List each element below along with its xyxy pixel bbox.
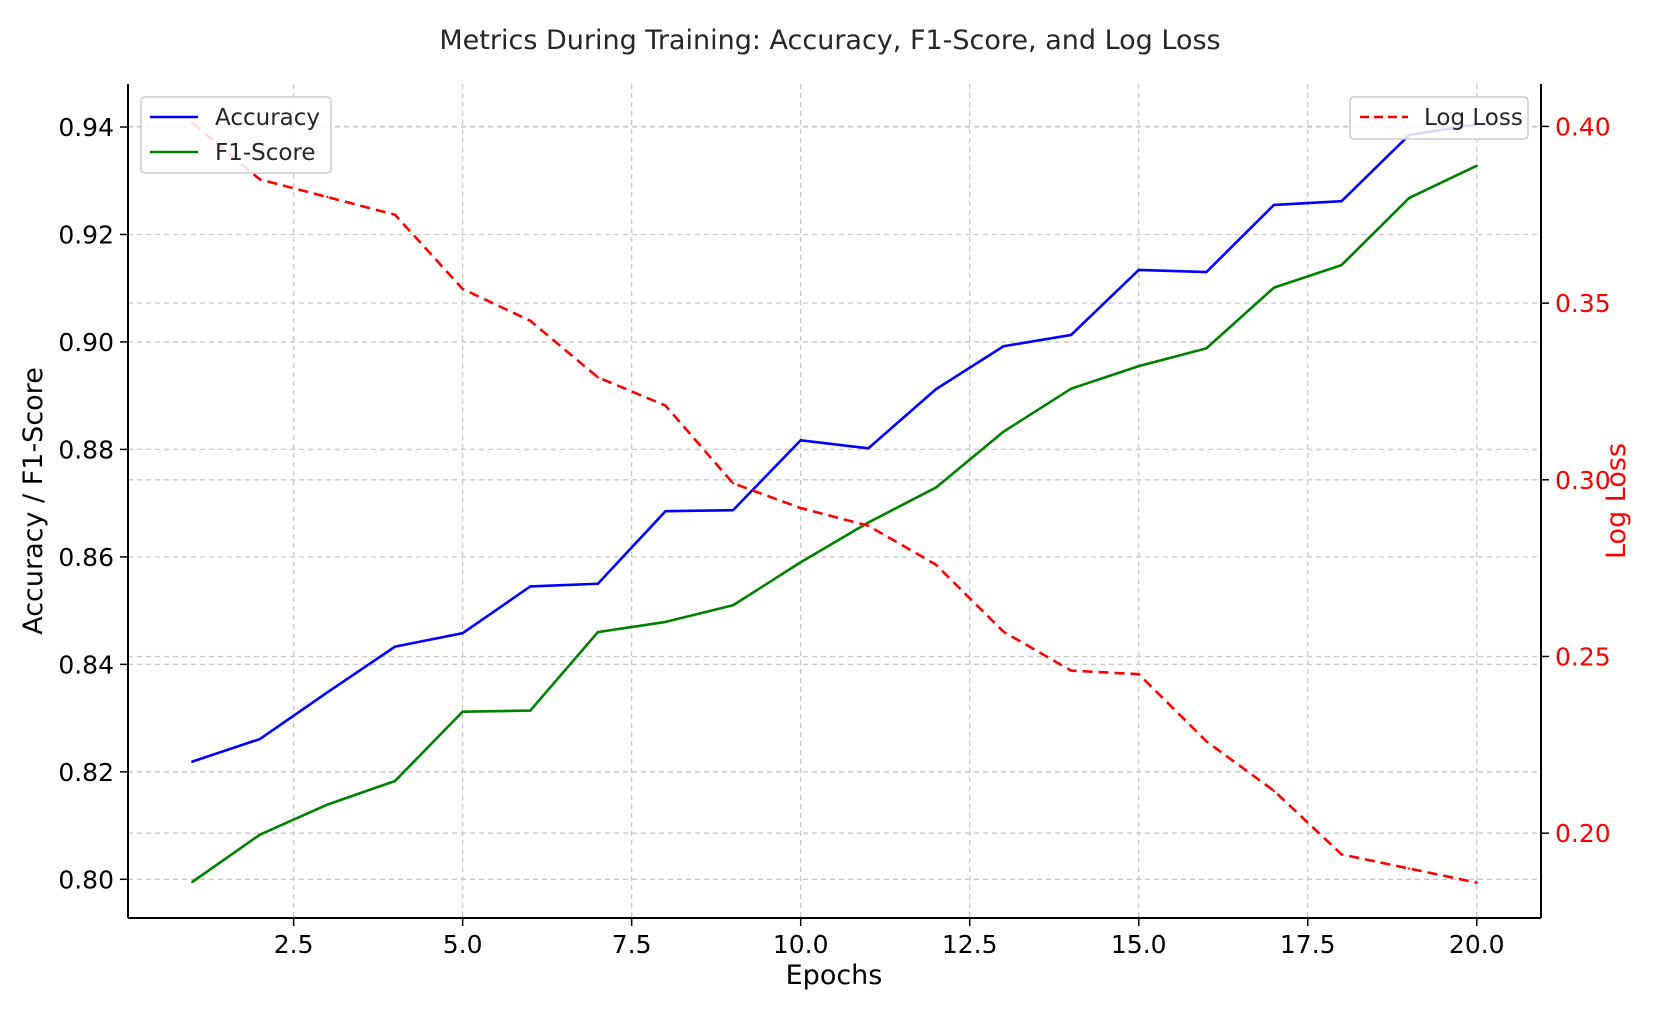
log-loss-point bbox=[596, 376, 600, 379]
accuracy-point bbox=[1137, 268, 1140, 272]
y-tick-label-left: 0.90 bbox=[58, 328, 114, 357]
y-ticks-right: 0.20 0.25 0.30 0.35 0.40 bbox=[1541, 112, 1611, 848]
f1-score-line bbox=[191, 164, 1478, 884]
f1-score-point bbox=[258, 833, 262, 836]
x-tick-label: 2.5 bbox=[274, 930, 314, 959]
legend-logloss-label: Log Loss bbox=[1424, 105, 1523, 131]
f1-score-point bbox=[191, 880, 194, 884]
f1-score-point bbox=[461, 710, 464, 713]
f1-score-point bbox=[934, 486, 938, 489]
accuracy-point bbox=[461, 631, 464, 635]
log-loss-point bbox=[799, 506, 802, 510]
f1-score-point bbox=[867, 521, 870, 524]
accuracy-point bbox=[731, 508, 735, 512]
y-tick-label-left: 0.94 bbox=[58, 113, 114, 142]
y-tick-label-left: 0.88 bbox=[58, 435, 114, 464]
y-tick-label-right: 0.40 bbox=[1555, 112, 1611, 141]
log-loss-point bbox=[731, 482, 735, 485]
y-tick-label-right: 0.35 bbox=[1555, 289, 1611, 318]
series-layer bbox=[191, 121, 1478, 884]
x-tick-label: 17.5 bbox=[1280, 930, 1336, 959]
legend-right: Log Loss bbox=[1349, 96, 1529, 140]
accuracy-point bbox=[1340, 199, 1343, 203]
y-tick-label-left: 0.80 bbox=[58, 865, 114, 894]
f1-score-point bbox=[1137, 364, 1140, 368]
log-loss-point bbox=[934, 563, 938, 566]
x-tick-label: 7.5 bbox=[612, 930, 652, 959]
accuracy-point bbox=[664, 510, 667, 513]
x-ticks: 2.5 5.0 7.5 10.0 12.5 15.0 17.5 20.0 bbox=[274, 918, 1505, 959]
accuracy-point bbox=[326, 691, 329, 694]
y-axis-label-right: Log Loss bbox=[1601, 443, 1632, 559]
y-ticks-left: 0.80 0.82 0.84 0.86 0.88 0.90 0.92 0.94 bbox=[58, 113, 128, 894]
accuracy-point bbox=[867, 447, 870, 450]
accuracy-point bbox=[934, 388, 938, 391]
f1-score-point bbox=[1069, 387, 1073, 390]
log-loss-point bbox=[529, 319, 532, 322]
accuracy-point bbox=[1069, 333, 1073, 337]
y-tick-label-left: 0.92 bbox=[58, 220, 114, 249]
log-loss-point bbox=[461, 287, 464, 291]
accuracy-point bbox=[1205, 270, 1208, 274]
log-loss-line bbox=[191, 121, 1478, 884]
accuracy-point bbox=[1272, 203, 1276, 207]
log-loss-point bbox=[1137, 672, 1140, 676]
log-loss-point bbox=[393, 213, 397, 216]
accuracy-point bbox=[1002, 345, 1005, 348]
axes-frame bbox=[127, 84, 1542, 919]
accuracy-point bbox=[258, 737, 262, 741]
log-loss-point bbox=[326, 195, 329, 199]
log-loss-point bbox=[664, 404, 667, 407]
f1-score-point bbox=[799, 561, 802, 564]
x-tick-label: 12.5 bbox=[942, 930, 998, 959]
f1-score-point bbox=[1407, 196, 1411, 200]
legend-left: Accuracy F1-Score bbox=[140, 96, 332, 174]
accuracy-line bbox=[191, 123, 1477, 763]
accuracy-point bbox=[191, 760, 194, 763]
legend-right-frame bbox=[1349, 96, 1529, 140]
f1-score-point bbox=[529, 709, 532, 712]
f1-score-point bbox=[1272, 286, 1276, 289]
legend-f1-label: F1-Score bbox=[215, 140, 316, 166]
log-loss-point bbox=[1069, 669, 1073, 672]
log-loss-point bbox=[1205, 740, 1208, 743]
x-axis-label: Epochs bbox=[786, 960, 883, 991]
f1-score-point bbox=[1205, 347, 1208, 350]
log-loss-point bbox=[867, 524, 870, 527]
log-loss-point bbox=[258, 178, 262, 181]
y-tick-label-left: 0.84 bbox=[58, 650, 114, 679]
f1-score-point bbox=[731, 604, 735, 607]
log-loss-point bbox=[1272, 789, 1276, 792]
chart-title: Metrics During Training: Accuracy, F1-Sc… bbox=[439, 25, 1220, 56]
f1-score-point bbox=[596, 630, 600, 634]
x-tick-label: 20.0 bbox=[1449, 930, 1505, 959]
accuracy-point bbox=[799, 439, 802, 442]
y-tick-label-right: 0.25 bbox=[1555, 642, 1611, 671]
f1-score-point bbox=[1002, 430, 1005, 433]
y-tick-label-left: 0.82 bbox=[58, 758, 114, 787]
y-tick-label-right: 0.30 bbox=[1555, 466, 1611, 495]
y-tick-label-right: 0.20 bbox=[1555, 819, 1611, 848]
y-axis-label: Accuracy / F1-Score bbox=[18, 367, 49, 635]
x-tick-label: 5.0 bbox=[443, 930, 483, 959]
f1-score-point bbox=[664, 620, 667, 624]
grid-layer bbox=[128, 84, 1541, 918]
x-tick-label: 15.0 bbox=[1111, 930, 1167, 959]
log-loss-point bbox=[1475, 881, 1478, 884]
accuracy-point bbox=[393, 645, 397, 648]
f1-score-point bbox=[326, 803, 329, 806]
legend-accuracy-label: Accuracy bbox=[215, 105, 320, 131]
accuracy-point bbox=[529, 585, 532, 588]
x-tick-label: 10.0 bbox=[773, 930, 829, 959]
y-tick-label-left: 0.86 bbox=[58, 543, 114, 572]
log-loss-point bbox=[1340, 853, 1343, 856]
f1-score-point bbox=[393, 779, 397, 783]
f1-score-point bbox=[1340, 263, 1343, 267]
log-loss-point bbox=[1002, 630, 1005, 633]
f1-score-point bbox=[1475, 164, 1478, 167]
log-loss-point bbox=[1407, 867, 1411, 870]
accuracy-point bbox=[596, 582, 600, 585]
